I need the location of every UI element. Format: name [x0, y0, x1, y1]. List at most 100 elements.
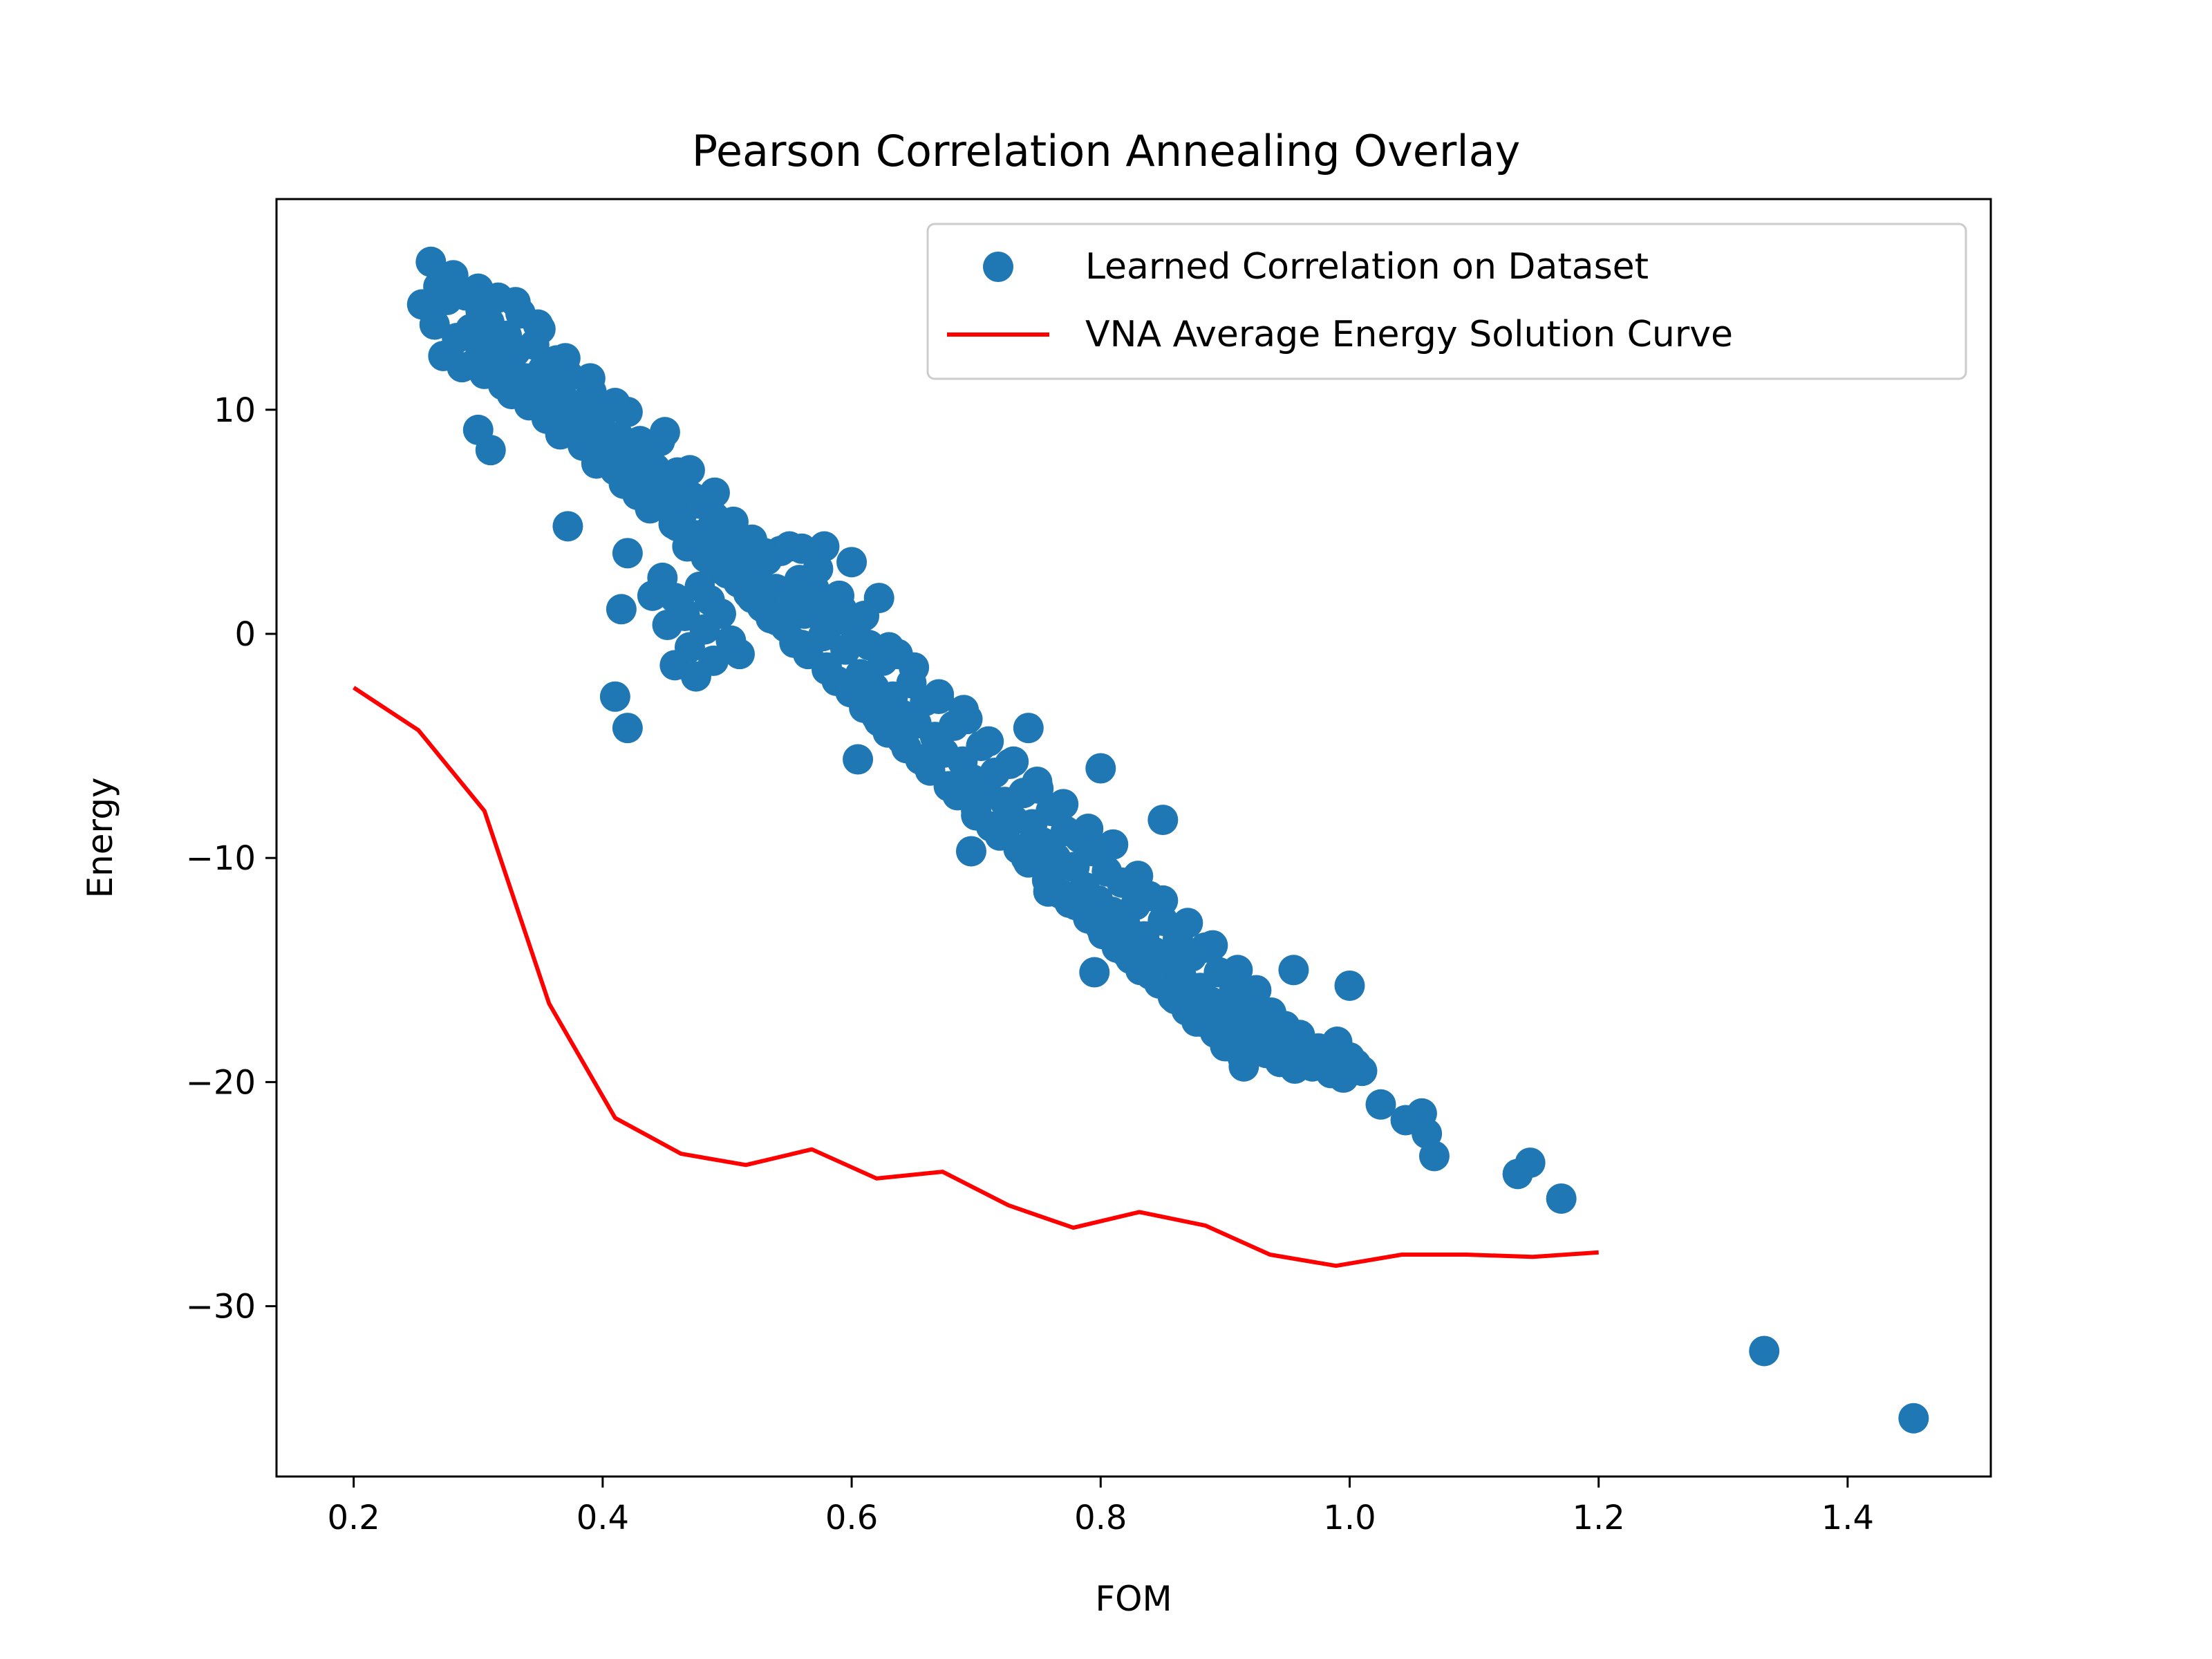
scatter-point: [961, 796, 992, 827]
scatter-point: [711, 558, 742, 589]
scatter-point: [787, 630, 818, 661]
scatter-point: [812, 654, 843, 685]
scatter-point: [1013, 713, 1044, 744]
scatter-point: [874, 632, 905, 663]
scatter-point: [863, 583, 894, 614]
scatter-point: [599, 681, 630, 712]
x-tick-label: 0.4: [577, 1499, 629, 1537]
scatter-point: [637, 488, 668, 519]
scatter-point: [574, 363, 606, 394]
scatter-point: [843, 744, 874, 775]
scatter-point: [948, 695, 980, 726]
y-tick-label: 10: [214, 391, 256, 430]
scatter-point: [1085, 912, 1116, 943]
scatter-point: [749, 538, 780, 569]
scatter-point: [686, 533, 718, 564]
scatter-point: [1011, 843, 1042, 874]
scatter-point: [606, 594, 637, 625]
scatter-point: [724, 522, 755, 553]
scatter-point: [587, 441, 618, 472]
scatter-point: [1085, 753, 1116, 784]
scatter-point: [1347, 1056, 1378, 1087]
scatter-point: [1048, 789, 1079, 820]
scatter-point: [836, 677, 868, 708]
scatter-point: [1197, 930, 1228, 961]
scatter-point: [1098, 829, 1129, 860]
scatter-point: [1110, 937, 1141, 968]
x-tick-label: 0.6: [825, 1499, 878, 1537]
scatter-point: [699, 477, 730, 508]
scatter-point: [698, 645, 729, 676]
scatter-point: [1033, 876, 1064, 907]
scatter-point: [799, 574, 830, 605]
x-tick-label: 0.2: [327, 1499, 379, 1537]
scatter-point: [836, 547, 868, 578]
y-tick-label: −20: [186, 1063, 256, 1102]
scatter-point: [861, 701, 892, 732]
scatter-point: [955, 836, 986, 867]
scatter-point: [809, 531, 840, 562]
scatter-point: [674, 455, 705, 486]
scatter-point: [669, 601, 700, 632]
scatter-point: [736, 583, 767, 614]
y-tick-label: −30: [186, 1288, 256, 1327]
scatter-point: [649, 417, 680, 448]
legend: Learned Correlation on Dataset VNA Avera…: [926, 223, 1967, 380]
plot-frame: [275, 198, 1992, 1478]
legend-entry-scatter: Learned Correlation on Dataset: [1085, 246, 1649, 288]
scatter-point: [924, 679, 955, 710]
scatter-point: [487, 349, 518, 380]
scatter-point: [612, 538, 643, 569]
scatter-point: [1185, 1006, 1216, 1037]
scatter-point: [552, 511, 583, 542]
y-tick-label: 0: [234, 615, 256, 654]
scatter-point: [1241, 975, 1272, 1006]
scatter-point: [462, 273, 494, 304]
scatter-point: [1228, 1051, 1259, 1082]
scatter-point: [886, 724, 917, 755]
line-series: [353, 686, 1599, 1268]
scatter-point: [475, 435, 506, 466]
scatter-point: [624, 426, 655, 457]
scatter-point: [462, 327, 494, 358]
scatter-point: [724, 639, 755, 670]
legend-entry-line: VNA Average Energy Solution Curve: [1085, 314, 1733, 355]
scatter-series: [406, 246, 1929, 1434]
x-tick-label: 0.8: [1074, 1499, 1127, 1537]
scatter-point: [1172, 908, 1203, 939]
x-axis: 0.2 0.4 0.6 0.8 1.0 1.2 1.4: [327, 1477, 1874, 1537]
x-tick-label: 1.0: [1323, 1499, 1376, 1537]
scatter-point: [1365, 1089, 1396, 1120]
scatter-point: [512, 372, 543, 403]
plot-area: [353, 246, 1929, 1434]
scatter-point: [824, 580, 855, 611]
x-axis-label: FOM: [1095, 1579, 1172, 1619]
chart-title: Pearson Correlation Annealing Overlay: [692, 126, 1521, 176]
scatter-point: [998, 746, 1029, 777]
scatter-point: [899, 652, 930, 683]
scatter-point: [1418, 1141, 1450, 1172]
scatter-point: [936, 771, 967, 802]
scatter-point: [1222, 955, 1253, 986]
x-tick-label: 1.2: [1573, 1499, 1625, 1537]
scatter-point: [662, 511, 693, 542]
scatter-point: [699, 502, 730, 533]
scatter-point: [1079, 957, 1110, 988]
scatter-point: [612, 464, 643, 495]
scatter-point: [787, 533, 818, 564]
scatter-point: [1749, 1335, 1780, 1367]
scatter-point: [986, 818, 1017, 849]
scatter-point: [1073, 814, 1104, 845]
scatter-point: [1898, 1403, 1929, 1434]
y-axis: 10 0 −10 −20 −30: [186, 391, 276, 1327]
scatter-point: [500, 287, 531, 318]
scatter-point: [1147, 885, 1179, 916]
scatter-point: [612, 713, 643, 744]
scatter-point: [562, 417, 593, 448]
scatter-point: [1060, 890, 1091, 921]
y-tick-label: −10: [186, 839, 256, 878]
scatter-point: [525, 314, 556, 345]
scatter-point: [1546, 1183, 1577, 1214]
scatter-point: [973, 726, 1004, 757]
